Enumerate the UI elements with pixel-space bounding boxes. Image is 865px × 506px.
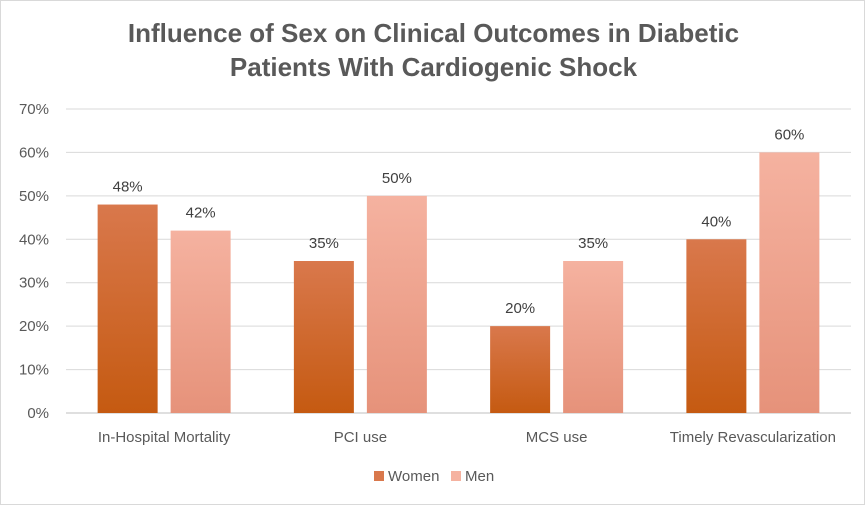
y-tick-label: 60% bbox=[19, 144, 49, 161]
x-tick-label: MCS use bbox=[526, 429, 588, 446]
bars bbox=[97, 152, 820, 413]
bar-men bbox=[170, 230, 231, 413]
chart-title-line-1: Influence of Sex on Clinical Outcomes in… bbox=[127, 18, 740, 48]
x-tick-label: Timely Revascularization bbox=[670, 429, 836, 446]
y-tick-label: 20% bbox=[19, 318, 49, 335]
data-labels: 48% 42% 35% 50% 20% 35% 40% 60% bbox=[113, 126, 805, 317]
y-tick-label: 10% bbox=[19, 362, 49, 379]
y-tick-label: 70% bbox=[19, 101, 49, 118]
legend-label-men: Men bbox=[465, 468, 494, 485]
bar-women bbox=[686, 239, 747, 413]
legend-label-women: Women bbox=[388, 468, 439, 485]
data-label: 50% bbox=[382, 170, 412, 187]
data-label: 48% bbox=[113, 179, 143, 196]
legend: Women Men bbox=[374, 468, 494, 485]
bar-women bbox=[293, 261, 354, 413]
legend-swatch-women bbox=[374, 471, 384, 481]
y-tick-label: 50% bbox=[19, 188, 49, 205]
bar-men bbox=[759, 152, 820, 413]
legend-swatch-men bbox=[451, 471, 461, 481]
y-tick-label: 30% bbox=[19, 275, 49, 292]
data-label: 35% bbox=[309, 235, 339, 252]
chart-title: Influence of Sex on Clinical Outcomes in… bbox=[1, 16, 865, 84]
data-label: 60% bbox=[774, 126, 804, 143]
bar-men bbox=[563, 261, 624, 413]
y-axis: 0% 10% 20% 30% 40% 50% 60% 70% bbox=[19, 101, 49, 422]
x-tick-label: PCI use bbox=[334, 429, 387, 446]
y-tick-label: 40% bbox=[19, 231, 49, 248]
x-tick-label: In-Hospital Mortality bbox=[98, 429, 231, 446]
bar-men bbox=[366, 195, 427, 413]
bar-women bbox=[97, 204, 158, 413]
data-label: 40% bbox=[701, 213, 731, 230]
x-axis: In-Hospital Mortality PCI use MCS use Timel… bbox=[98, 429, 836, 446]
data-label: 20% bbox=[505, 300, 535, 317]
bar-women bbox=[490, 326, 551, 413]
chart-title-line-2: Patients With Cardiogenic Shock bbox=[229, 52, 638, 82]
data-label: 42% bbox=[186, 205, 216, 222]
y-tick-label: 0% bbox=[27, 405, 49, 422]
data-label: 35% bbox=[578, 235, 608, 252]
